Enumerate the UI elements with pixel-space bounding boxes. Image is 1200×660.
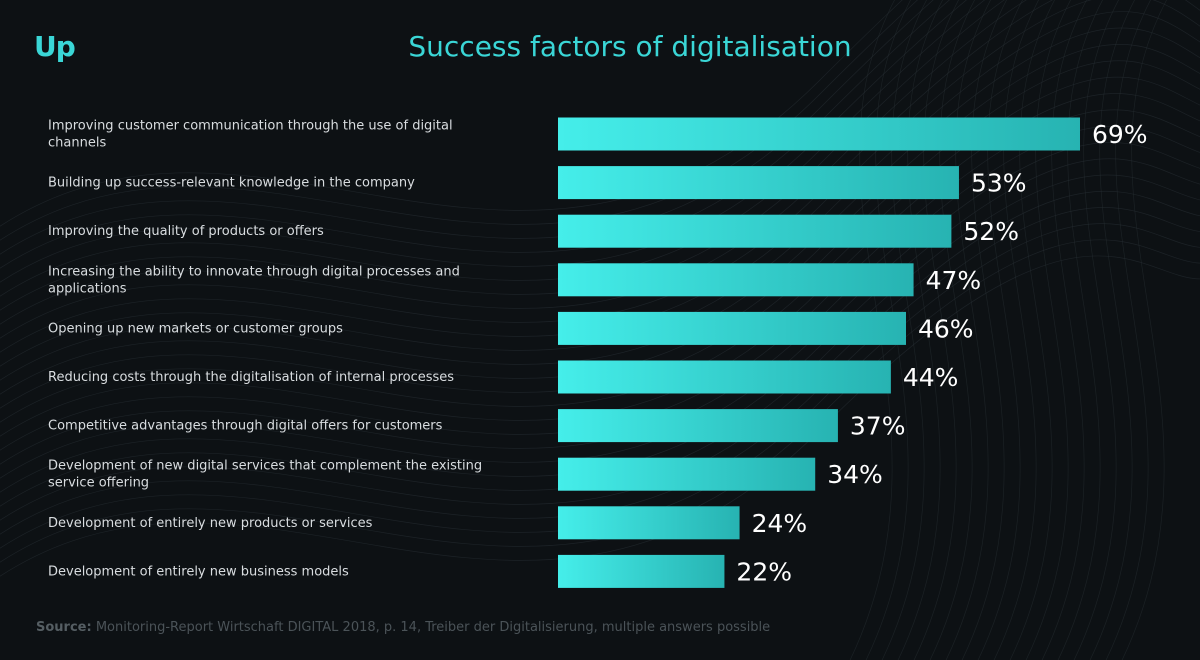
background-wave-line bbox=[1041, 0, 1088, 660]
background-wave-line bbox=[945, 0, 992, 660]
category-label: Opening up new markets or customer group… bbox=[48, 321, 343, 336]
background-wave-line bbox=[961, 0, 1008, 660]
bar-value-label: 22% bbox=[736, 557, 792, 586]
background-wave-line bbox=[0, 0, 903, 227]
bar-value-label: 24% bbox=[752, 509, 808, 538]
bar-value-label: 34% bbox=[827, 460, 883, 489]
background-wave-line bbox=[0, 207, 1200, 535]
bar-value-label: 47% bbox=[926, 266, 982, 295]
background-wave-line bbox=[0, 142, 1200, 479]
category-label: Increasing the ability to innovate throu… bbox=[48, 264, 460, 296]
source-text: Monitoring-Report Wirtschaft DIGITAL 201… bbox=[95, 620, 771, 635]
bar-value-label: 44% bbox=[903, 363, 959, 392]
bar bbox=[558, 506, 740, 540]
chart-title: Success factors of digitalisation bbox=[408, 30, 852, 63]
background-wave-line bbox=[0, 11, 1200, 367]
bar bbox=[558, 360, 891, 394]
background-wave-line bbox=[0, 255, 1200, 577]
background-wave-line bbox=[929, 0, 976, 660]
bar bbox=[558, 117, 1080, 151]
bar-value-label: 52% bbox=[963, 217, 1019, 246]
background-wave-line bbox=[977, 0, 1024, 660]
bar bbox=[558, 409, 838, 443]
background-wave-line bbox=[0, 0, 1027, 325]
bar bbox=[558, 214, 952, 248]
background-wave-line bbox=[897, 0, 944, 660]
background-wave-line bbox=[1121, 0, 1168, 660]
bar-value-label: 46% bbox=[918, 314, 974, 343]
background-wave-line bbox=[1073, 0, 1120, 660]
bar bbox=[558, 554, 725, 588]
background-wave-line bbox=[881, 0, 928, 660]
bar bbox=[558, 457, 816, 491]
background-wave-line bbox=[0, 76, 1200, 423]
source-note: Source: Monitoring-Report Wirtschaft DIG… bbox=[36, 620, 770, 635]
background-wave-line bbox=[1105, 0, 1152, 660]
background-wave-line bbox=[0, 0, 950, 269]
category-label: Reducing costs through the digitalisatio… bbox=[48, 370, 454, 385]
bar-value-label: 53% bbox=[971, 169, 1027, 198]
category-label: Improving customer communication through… bbox=[48, 119, 453, 151]
background-wave-line bbox=[1089, 0, 1136, 660]
category-label: Improving the quality of products or off… bbox=[48, 224, 324, 239]
background-wave-line bbox=[1009, 0, 1056, 660]
category-label: Competitive advantages through digital o… bbox=[48, 419, 443, 434]
category-label: Development of entirely new products or … bbox=[48, 516, 373, 531]
background-wave-line bbox=[1057, 0, 1104, 660]
bar-value-label: 69% bbox=[1092, 120, 1148, 149]
background-wave-line bbox=[913, 0, 960, 660]
background-wave-line bbox=[993, 0, 1040, 660]
bar bbox=[558, 263, 914, 297]
bar bbox=[558, 166, 959, 200]
brand-logo: Up bbox=[34, 30, 76, 63]
category-label: Development of new digital services that… bbox=[48, 459, 482, 491]
category-label: Building up success-relevant knowledge i… bbox=[48, 176, 415, 191]
category-label: Development of entirely new business mod… bbox=[48, 564, 349, 579]
bar-value-label: 37% bbox=[850, 412, 906, 441]
bar bbox=[558, 311, 906, 345]
source-label: Source: bbox=[36, 620, 92, 635]
background-wave-line bbox=[1025, 0, 1072, 660]
